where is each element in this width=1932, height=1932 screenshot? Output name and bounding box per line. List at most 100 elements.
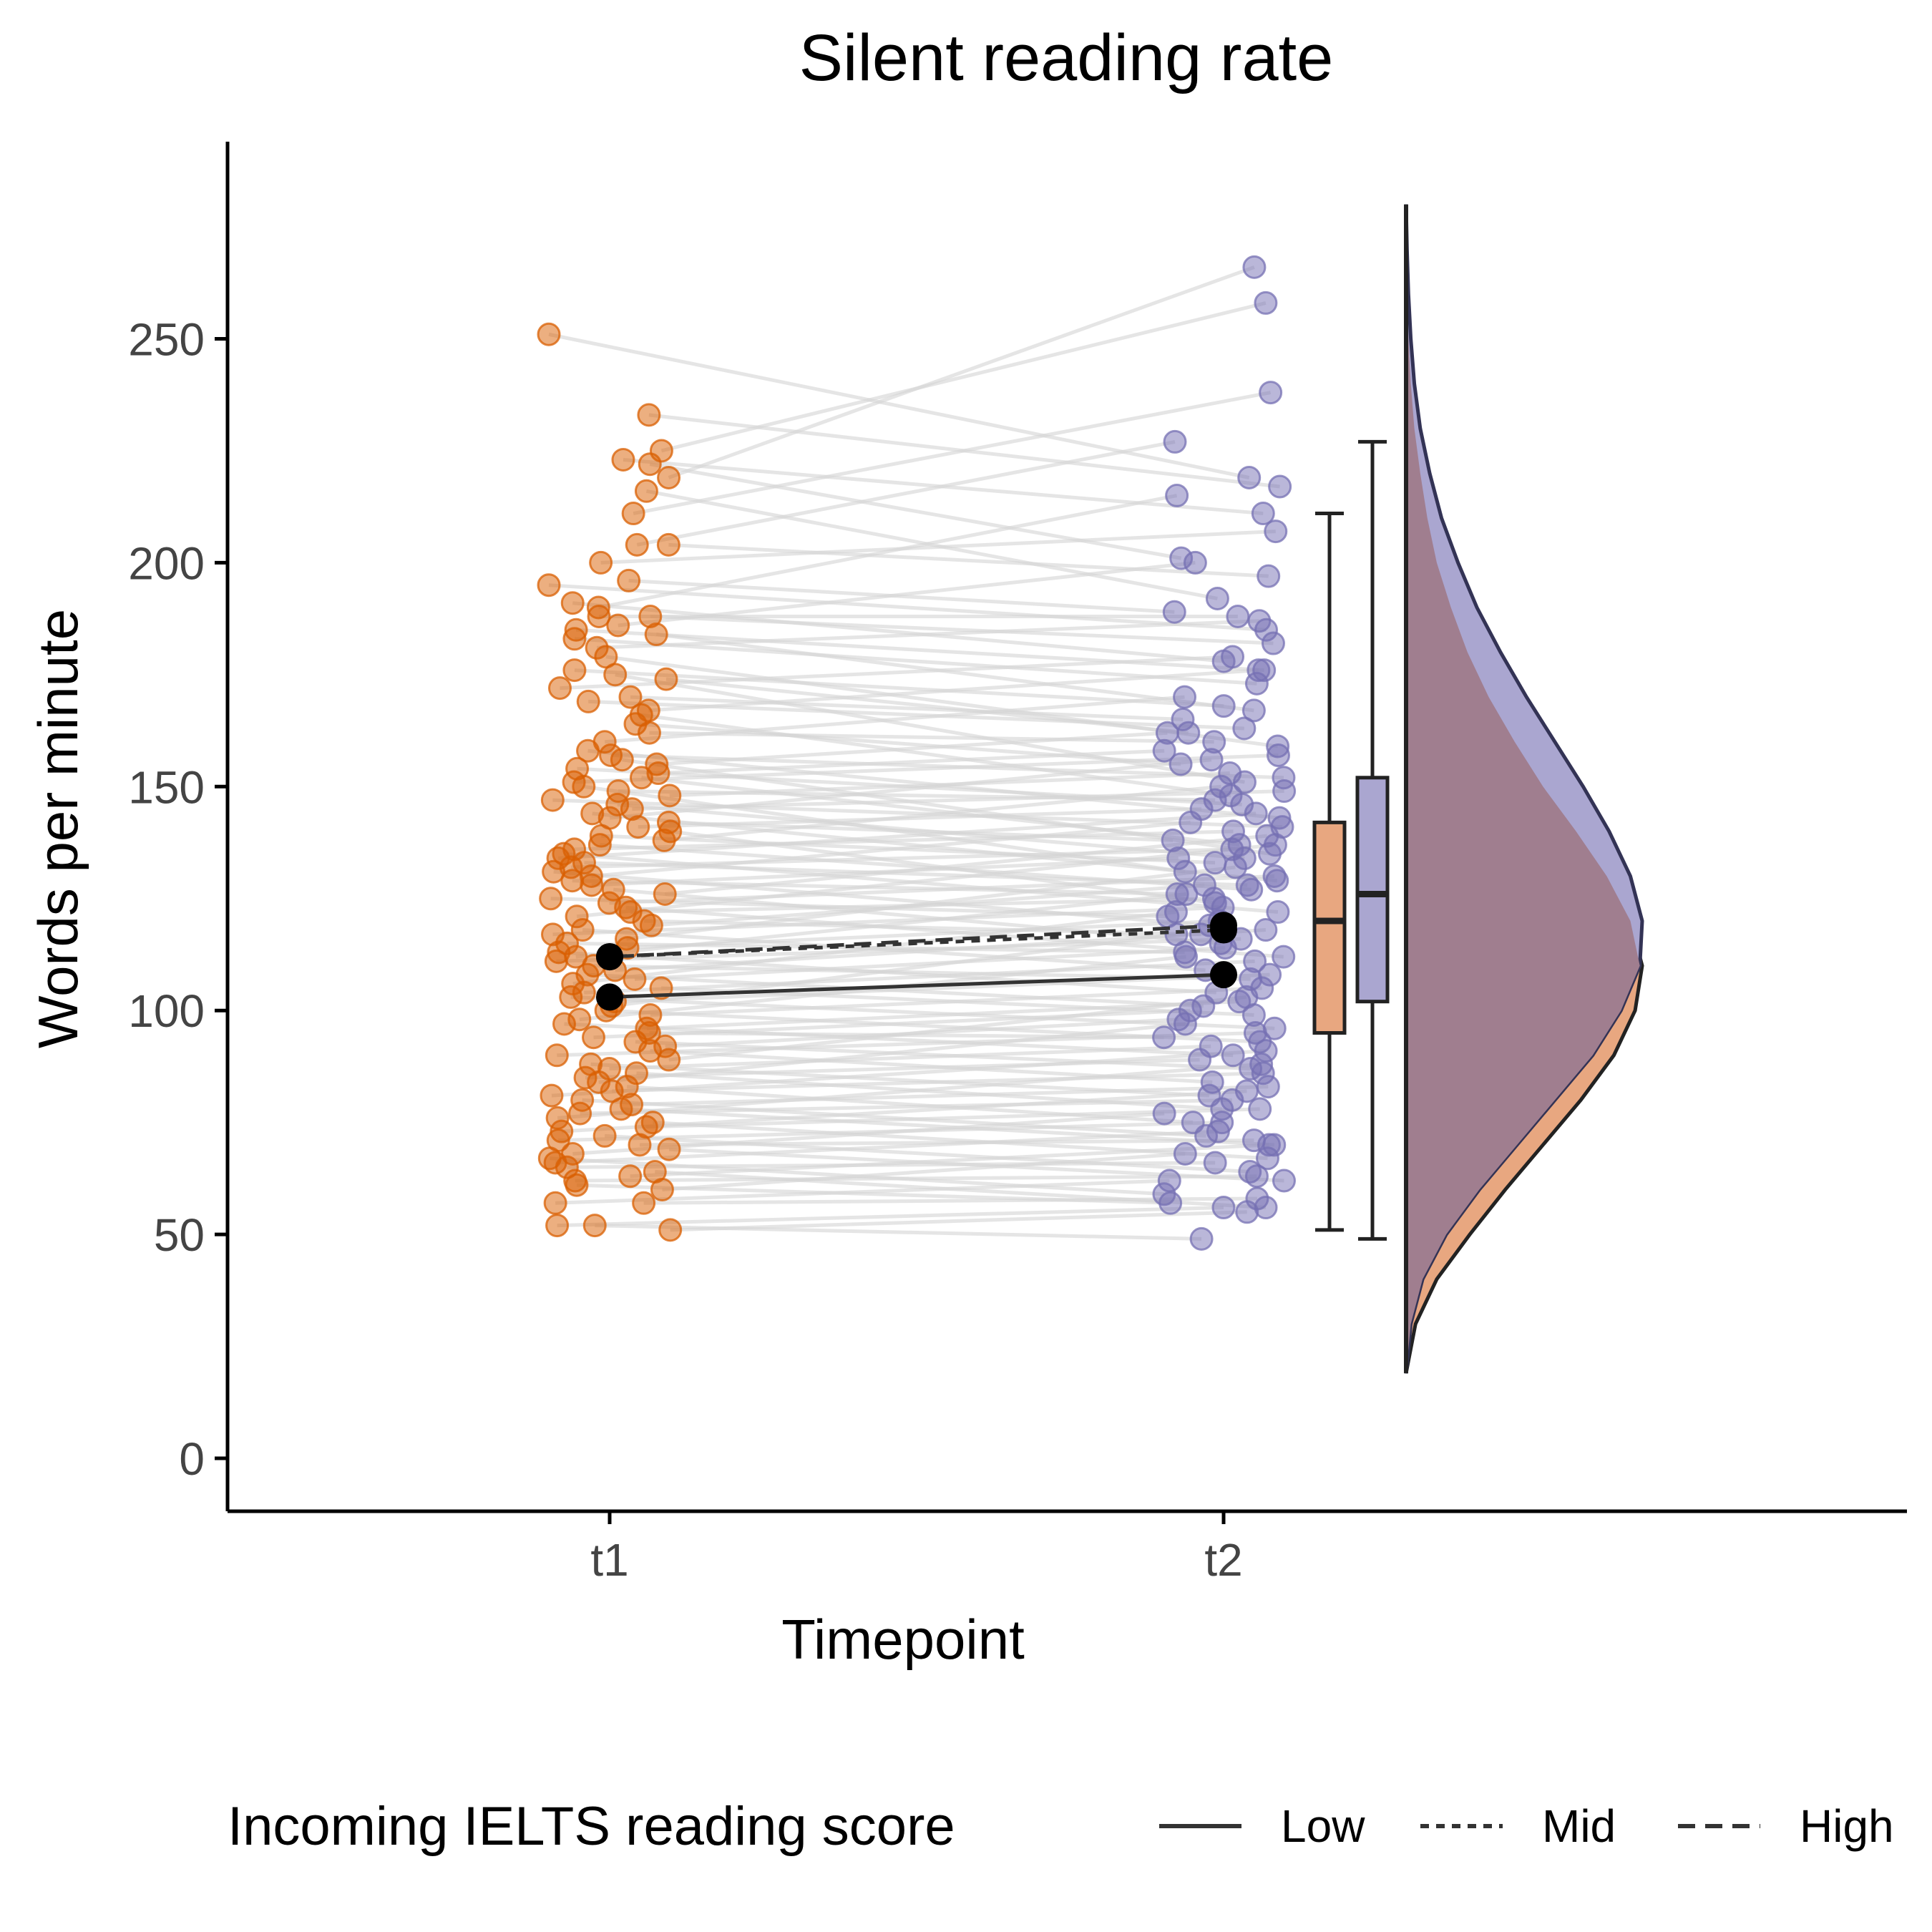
point-t2 bbox=[1199, 748, 1224, 772]
point-t2 bbox=[1173, 1141, 1197, 1166]
point-t2 bbox=[1244, 1164, 1269, 1189]
point-t1 bbox=[618, 685, 643, 709]
point-t2 bbox=[1211, 1196, 1236, 1220]
pair-line bbox=[668, 995, 1247, 1062]
point-t1 bbox=[572, 774, 596, 799]
point-t2 bbox=[1272, 1169, 1296, 1193]
point-t2 bbox=[1247, 609, 1272, 633]
y-tick-label: 150 bbox=[128, 761, 205, 813]
point-t2 bbox=[1261, 631, 1285, 655]
point-t1 bbox=[562, 658, 587, 683]
point-t1 bbox=[617, 568, 641, 592]
pair-line bbox=[630, 695, 1184, 721]
pair-line bbox=[574, 829, 1234, 852]
point-t2 bbox=[1272, 779, 1297, 804]
pair-line bbox=[557, 811, 1257, 860]
pair-line bbox=[575, 628, 1264, 673]
point-t1 bbox=[560, 591, 585, 615]
point-t2 bbox=[1248, 1097, 1272, 1121]
point-t1 bbox=[545, 1214, 570, 1238]
pair-line bbox=[572, 601, 1224, 663]
point-t1 bbox=[657, 465, 681, 489]
mean-point-low-t2 bbox=[1210, 961, 1237, 989]
point-t2 bbox=[1152, 1101, 1176, 1126]
pair-line bbox=[668, 820, 1174, 842]
point-t1 bbox=[540, 788, 565, 812]
point-t1 bbox=[618, 1164, 643, 1189]
data-points bbox=[537, 255, 1297, 1251]
point-t2 bbox=[1234, 1079, 1259, 1103]
pair-line bbox=[633, 391, 1272, 516]
point-t2 bbox=[1211, 694, 1236, 718]
pair-line bbox=[604, 695, 1185, 744]
point-t2 bbox=[1223, 855, 1247, 879]
point-t2 bbox=[1254, 918, 1278, 942]
point-t2 bbox=[1152, 738, 1176, 763]
pair-line bbox=[653, 1121, 1268, 1161]
pair-line bbox=[570, 995, 1275, 1030]
point-t2 bbox=[1206, 1119, 1230, 1143]
pair-line bbox=[651, 883, 1205, 927]
point-t1 bbox=[652, 828, 676, 852]
pair-line bbox=[665, 677, 1189, 735]
axes: 0 50 100 150 200 250 t1 t2 bbox=[128, 142, 1907, 1586]
density-clouds bbox=[1404, 204, 1644, 1374]
point-t2 bbox=[1221, 645, 1245, 669]
point-t2 bbox=[1169, 752, 1193, 776]
box-t1 bbox=[1312, 820, 1347, 1035]
pair-line bbox=[646, 1000, 1239, 1030]
point-t1 bbox=[628, 1133, 652, 1157]
legend-label: Mid bbox=[1542, 1800, 1616, 1852]
mean-line-high bbox=[609, 923, 1224, 959]
point-t2 bbox=[1254, 291, 1278, 315]
point-t1 bbox=[625, 532, 649, 557]
point-t2 bbox=[1256, 1075, 1280, 1099]
pair-line bbox=[656, 731, 1168, 766]
point-t2 bbox=[1263, 833, 1287, 857]
point-t2 bbox=[1242, 255, 1267, 279]
point-t2 bbox=[1205, 586, 1229, 610]
point-t1 bbox=[653, 882, 677, 906]
point-t1 bbox=[576, 738, 600, 763]
pair-line bbox=[596, 619, 1260, 650]
point-t1 bbox=[634, 479, 658, 503]
boxplots bbox=[1312, 439, 1390, 1241]
mean-line-low bbox=[609, 972, 1224, 999]
x-tick-label: t2 bbox=[1204, 1534, 1242, 1586]
density-overlap bbox=[1406, 204, 1640, 1374]
point-t1 bbox=[610, 748, 634, 772]
pair-line bbox=[548, 332, 1250, 479]
point-t2 bbox=[1226, 604, 1250, 628]
pair-line bbox=[571, 847, 1232, 869]
point-t1 bbox=[637, 721, 661, 745]
pair-line bbox=[630, 1143, 1269, 1179]
point-t2 bbox=[1189, 1226, 1214, 1251]
pair-line bbox=[574, 668, 1224, 708]
point-t2 bbox=[1162, 600, 1186, 624]
point-t1 bbox=[565, 1173, 589, 1197]
pair-line bbox=[598, 1022, 1186, 1084]
pair-line bbox=[668, 265, 1255, 479]
x-tick-label: t1 bbox=[590, 1534, 628, 1586]
point-t2 bbox=[1158, 1191, 1183, 1215]
pair-line bbox=[631, 1085, 1269, 1107]
pair-line bbox=[640, 713, 1231, 798]
pair-line bbox=[650, 614, 1274, 645]
point-t1 bbox=[639, 913, 663, 937]
point-t1 bbox=[587, 604, 611, 628]
pair-line bbox=[660, 301, 1267, 453]
point-t1 bbox=[657, 1048, 681, 1072]
pair-line bbox=[597, 494, 1178, 610]
pair-line bbox=[561, 1089, 1247, 1133]
point-t2 bbox=[1166, 846, 1191, 870]
point-t2 bbox=[1163, 429, 1187, 454]
point-t1 bbox=[629, 766, 653, 790]
mean-point-high-t1 bbox=[596, 943, 623, 971]
pair-line bbox=[556, 937, 1241, 963]
legend: Low Mid High bbox=[1159, 1800, 1894, 1852]
pair-line bbox=[612, 1071, 1264, 1093]
pair-line bbox=[649, 462, 1182, 560]
point-t1 bbox=[560, 869, 585, 893]
point-t2 bbox=[1232, 716, 1257, 741]
